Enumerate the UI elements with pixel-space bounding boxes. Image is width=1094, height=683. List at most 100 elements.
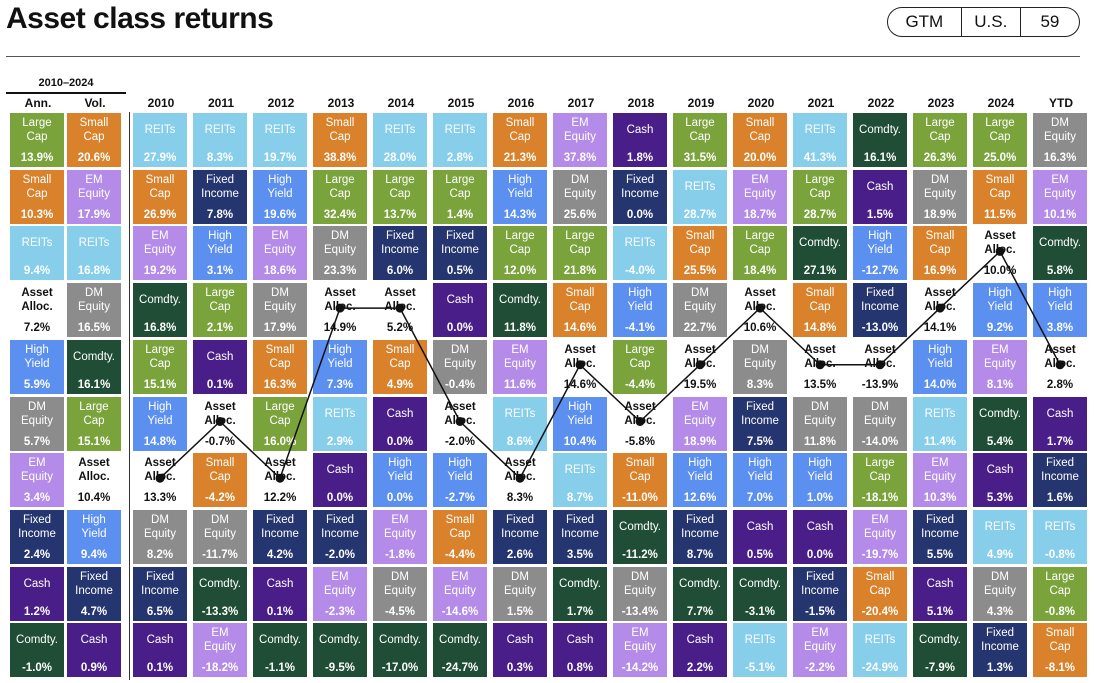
cell-reits: REITs -0.8% bbox=[1033, 509, 1087, 564]
cell-return-value: 11.8% bbox=[504, 322, 536, 335]
cell-return-value: 18.6% bbox=[263, 265, 297, 278]
cell-return-value: -2.7% bbox=[444, 492, 476, 505]
cell-asset-label: Large Cap bbox=[325, 173, 355, 200]
cell-return-value: 5.9% bbox=[23, 378, 51, 391]
cell-return-value: 1.7% bbox=[1046, 435, 1074, 448]
cell-cash: Cash 2.2% bbox=[673, 623, 727, 678]
cell-em-equity: EM Equity -19.7% bbox=[853, 509, 907, 564]
cell-asset-label: Asset Alloc. bbox=[264, 457, 296, 484]
cell-asset-label: Comdty. bbox=[739, 577, 781, 590]
cell-return-value: 10.3% bbox=[923, 492, 957, 505]
cell-small-cap: Small Cap -4.2% bbox=[193, 453, 247, 508]
cell-return-value: 18.7% bbox=[743, 208, 777, 221]
cell-return-value: -13.9% bbox=[861, 378, 899, 391]
cell-return-value: 0.1% bbox=[146, 662, 174, 675]
cell-asset-label: High Yield bbox=[147, 400, 173, 427]
cell-em-equity: EM Equity 18.7% bbox=[733, 169, 787, 224]
cell-asset-label: Comdty. bbox=[679, 577, 721, 590]
column-header-2013: 2013 bbox=[327, 96, 355, 110]
cell-return-value: 5.1% bbox=[926, 605, 954, 618]
cell-fixed-income: Fixed Income 3.5% bbox=[553, 509, 607, 564]
cell-cash: Cash 0.0% bbox=[373, 396, 427, 451]
cell-asset-label: Cash bbox=[266, 577, 294, 590]
cell-asset-label: High Yield bbox=[507, 173, 533, 200]
cell-asset-label: Large Cap bbox=[505, 230, 535, 257]
cell-fixed-income: Fixed Income -13.0% bbox=[853, 283, 907, 338]
cell-asset-label: Cash bbox=[326, 464, 354, 477]
cell-asset-label: EM Equity bbox=[684, 400, 716, 427]
cell-return-value: 11.5% bbox=[984, 208, 1016, 221]
cell-asset-label: Small Cap bbox=[22, 173, 52, 200]
cell-asset-label: Asset Alloc. bbox=[144, 457, 176, 484]
cell-comdty: Comdty. 16.1% bbox=[853, 113, 907, 167]
cell-cash: Cash 0.1% bbox=[133, 623, 187, 678]
column-header-2021: 2021 bbox=[807, 96, 835, 110]
cell-asset-label: Small Cap bbox=[1045, 627, 1075, 654]
cell-comdty: Comdty. 16.8% bbox=[133, 283, 187, 338]
cell-dm-equity: DM Equity -4.5% bbox=[373, 566, 427, 621]
cell-return-value: 18.9% bbox=[683, 435, 717, 448]
cell-asset-label: Fixed Income bbox=[18, 513, 56, 540]
cell-asset-label: Cash bbox=[80, 634, 108, 647]
cell-high-yield: High Yield 7.3% bbox=[313, 339, 367, 394]
cell-return-value: 5.3% bbox=[986, 492, 1014, 505]
cell-return-value: -4.2% bbox=[204, 492, 236, 505]
cell-cash: Cash 0.5% bbox=[733, 509, 787, 564]
cell-return-value: 0.3% bbox=[506, 662, 534, 675]
cell-return-value: 5.4% bbox=[986, 435, 1014, 448]
cell-asset-label: EM Equity bbox=[264, 230, 296, 257]
cell-return-value: 14.3% bbox=[503, 208, 537, 221]
cell-return-value: -4.4% bbox=[444, 548, 476, 561]
cell-return-value: 12.6% bbox=[683, 492, 717, 505]
cell-large-cap: Large Cap -4.4% bbox=[613, 339, 667, 394]
cell-small-cap: Small Cap 26.9% bbox=[133, 169, 187, 224]
cell-dm-equity: DM Equity 1.5% bbox=[493, 566, 547, 621]
cell-dm-equity: DM Equity 16.5% bbox=[67, 283, 121, 338]
cell-asset-label: High Yield bbox=[627, 287, 653, 314]
cell-return-value: 2.1% bbox=[206, 322, 234, 335]
cell-asset-label: Cash bbox=[206, 350, 234, 363]
cell-asset-alloc: Asset Alloc. 2.8% bbox=[1033, 339, 1087, 394]
cell-asset-label: DM Equity bbox=[444, 343, 476, 370]
cell-return-value: 5.5% bbox=[926, 548, 954, 561]
cell-asset-label: Fixed Income bbox=[381, 230, 419, 257]
cell-comdty: Comdty. 27.1% bbox=[793, 226, 847, 281]
cell-asset-label: High Yield bbox=[1047, 287, 1073, 314]
cell-return-value: 16.3% bbox=[263, 378, 297, 391]
badge-region: U.S. bbox=[960, 8, 1020, 36]
cell-high-yield: High Yield 3.8% bbox=[1033, 283, 1087, 338]
cell-return-value: -2.3% bbox=[324, 605, 356, 618]
cell-return-value: 4.9% bbox=[386, 378, 414, 391]
cell-return-value: 8.2% bbox=[146, 548, 174, 561]
cell-em-equity: EM Equity 17.9% bbox=[67, 169, 121, 224]
cell-high-yield: High Yield 10.4% bbox=[553, 396, 607, 451]
cell-small-cap: Small Cap 10.3% bbox=[10, 169, 64, 224]
cell-return-value: 14.0% bbox=[923, 378, 957, 391]
cell-return-value: 0.0% bbox=[386, 435, 414, 448]
cell-asset-label: Small Cap bbox=[265, 343, 295, 370]
cell-return-value: -7.9% bbox=[924, 662, 956, 675]
cell-asset-label: DM Equity bbox=[564, 173, 596, 200]
cell-asset-label: Fixed Income bbox=[201, 173, 239, 200]
cell-return-value: 7.8% bbox=[206, 208, 234, 221]
cell-high-yield: High Yield 3.1% bbox=[193, 226, 247, 281]
cell-return-value: 13.5% bbox=[803, 378, 837, 391]
cell-asset-label: Small Cap bbox=[805, 287, 835, 314]
cell-asset-label: High Yield bbox=[207, 230, 233, 257]
cell-asset-alloc: Asset Alloc. -13.9% bbox=[853, 339, 907, 394]
cell-return-value: 8.7% bbox=[686, 548, 714, 561]
cell-return-value: 14.9% bbox=[323, 322, 357, 335]
cell-return-value: 15.1% bbox=[77, 435, 111, 448]
cell-asset-alloc: Asset Alloc. 5.2% bbox=[373, 283, 427, 338]
cell-large-cap: Large Cap 16.0% bbox=[253, 396, 307, 451]
cell-return-value: -1.5% bbox=[804, 605, 836, 618]
cell-cash: Cash 1.8% bbox=[613, 113, 667, 167]
cell-return-value: 0.0% bbox=[326, 492, 354, 505]
cell-em-equity: EM Equity -14.2% bbox=[613, 623, 667, 678]
cell-asset-label: DM Equity bbox=[684, 287, 716, 314]
cell-asset-label: High Yield bbox=[387, 457, 413, 484]
cell-em-equity: EM Equity 18.6% bbox=[253, 226, 307, 281]
cell-return-value: -4.5% bbox=[384, 605, 416, 618]
cell-fixed-income: Fixed Income 1.6% bbox=[1033, 453, 1087, 508]
cell-return-value: 6.5% bbox=[146, 605, 174, 618]
